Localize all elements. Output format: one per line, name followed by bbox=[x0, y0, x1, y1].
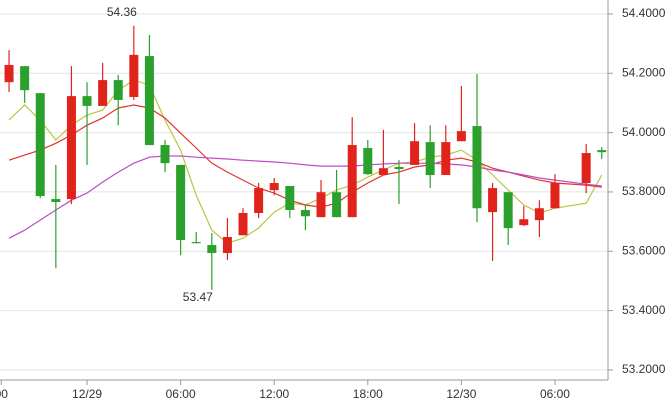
candle-body bbox=[222, 237, 232, 254]
candle-body bbox=[254, 188, 264, 213]
x-tick-label: 12/30 bbox=[446, 387, 476, 401]
candle-body bbox=[35, 93, 45, 197]
y-tick-label: 53.8000 bbox=[622, 184, 666, 198]
candle-body bbox=[332, 192, 342, 218]
moving-average-line bbox=[8, 79, 603, 244]
x-tick-label: 12/29 bbox=[72, 387, 102, 401]
candle-body bbox=[488, 188, 498, 213]
candle-body bbox=[144, 56, 154, 146]
candle-body bbox=[176, 164, 186, 240]
candle-body bbox=[363, 148, 373, 175]
y-tick-label: 53.2000 bbox=[622, 362, 666, 376]
candle-body bbox=[238, 212, 248, 236]
moving-average-line bbox=[8, 155, 602, 239]
candle-body bbox=[503, 192, 513, 229]
candle-body bbox=[394, 167, 404, 170]
candle-body bbox=[269, 183, 279, 191]
x-tick-label: 12:00 bbox=[259, 387, 289, 401]
candle-body bbox=[300, 210, 310, 217]
candle-body bbox=[4, 64, 14, 83]
low-label: 53.47 bbox=[183, 290, 213, 304]
candle-body bbox=[129, 54, 139, 98]
x-tick-label: 18:00 bbox=[353, 387, 383, 401]
candle-body bbox=[285, 185, 295, 211]
candle-body bbox=[51, 199, 61, 203]
candle-body bbox=[98, 80, 108, 106]
candle-body bbox=[113, 80, 123, 100]
x-tick-label: 06:00 bbox=[540, 387, 570, 401]
candle-body bbox=[378, 168, 388, 176]
moving-average-line bbox=[8, 104, 602, 208]
candle-body bbox=[425, 142, 435, 176]
candle-body bbox=[82, 96, 92, 106]
candle-body bbox=[441, 142, 451, 176]
candle-body bbox=[581, 153, 591, 184]
candle-body bbox=[456, 131, 466, 142]
candle-body bbox=[550, 183, 560, 209]
candle-body bbox=[410, 141, 420, 165]
candle-body bbox=[347, 145, 357, 218]
y-tick-label: 54.2000 bbox=[622, 65, 666, 79]
candle-body bbox=[534, 208, 544, 221]
candle-body bbox=[66, 96, 76, 200]
candle-body bbox=[316, 192, 326, 218]
x-tick-label: 06:00 bbox=[166, 387, 196, 401]
candle-body bbox=[472, 126, 482, 209]
candle-body bbox=[191, 242, 201, 244]
y-tick-label: 54.4000 bbox=[622, 6, 666, 20]
high-label: 54.36 bbox=[107, 5, 137, 19]
x-tick-label: 00 bbox=[0, 387, 8, 401]
y-tick-label: 54.0000 bbox=[622, 125, 666, 139]
y-tick-label: 53.4000 bbox=[622, 303, 666, 317]
candle-body bbox=[519, 219, 529, 226]
candle-body bbox=[20, 66, 30, 91]
candle-body bbox=[160, 145, 170, 164]
y-tick-label: 53.6000 bbox=[622, 243, 666, 257]
candle-body bbox=[597, 150, 607, 153]
candle-body bbox=[207, 245, 217, 254]
